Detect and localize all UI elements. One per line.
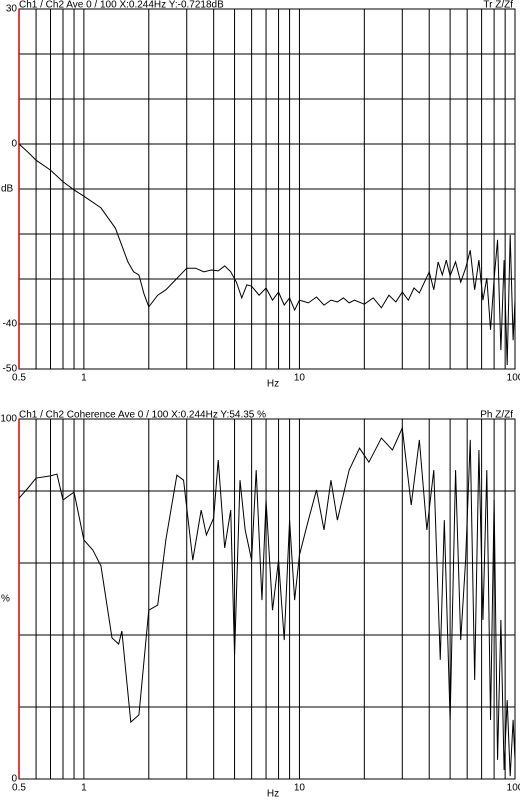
x-tick-label: 10 xyxy=(294,783,306,794)
x-tick-label: 100 xyxy=(507,373,520,384)
chart-title: Ch1 / Ch2 Ave 0 / 100 X:0.244Hz Y:-0.721… xyxy=(19,0,224,11)
y-tick-label: 100 xyxy=(0,414,17,425)
y-tick-label: 0 xyxy=(11,774,17,785)
corner-label: Tr Z/Zf xyxy=(483,0,513,11)
x-axis-label: Hz xyxy=(267,789,279,800)
x-tick-label: 1 xyxy=(81,373,87,384)
corner-label: Ph Z/Zf xyxy=(480,410,513,421)
x-tick-label: 100 xyxy=(507,783,520,794)
y-tick-label: -40 xyxy=(3,319,18,330)
x-tick-label: 0.5 xyxy=(12,783,26,794)
x-tick-label: 0.5 xyxy=(12,373,26,384)
x-tick-label: 10 xyxy=(294,373,306,384)
data-line xyxy=(18,143,516,365)
y-tick-label: 0 xyxy=(11,139,17,150)
data-line xyxy=(18,426,516,777)
y-axis-label: % xyxy=(1,594,10,605)
y-axis-label: dB xyxy=(1,184,14,195)
x-axis-label: Hz xyxy=(267,379,279,390)
y-tick-label: 30 xyxy=(6,4,18,15)
chart-title: Ch1 / Ch2 Coherence Ave 0 / 100 X:0.244H… xyxy=(19,410,266,421)
x-tick-label: 1 xyxy=(81,783,87,794)
plot-area xyxy=(18,418,516,780)
y-tick-label: -50 xyxy=(3,364,18,375)
